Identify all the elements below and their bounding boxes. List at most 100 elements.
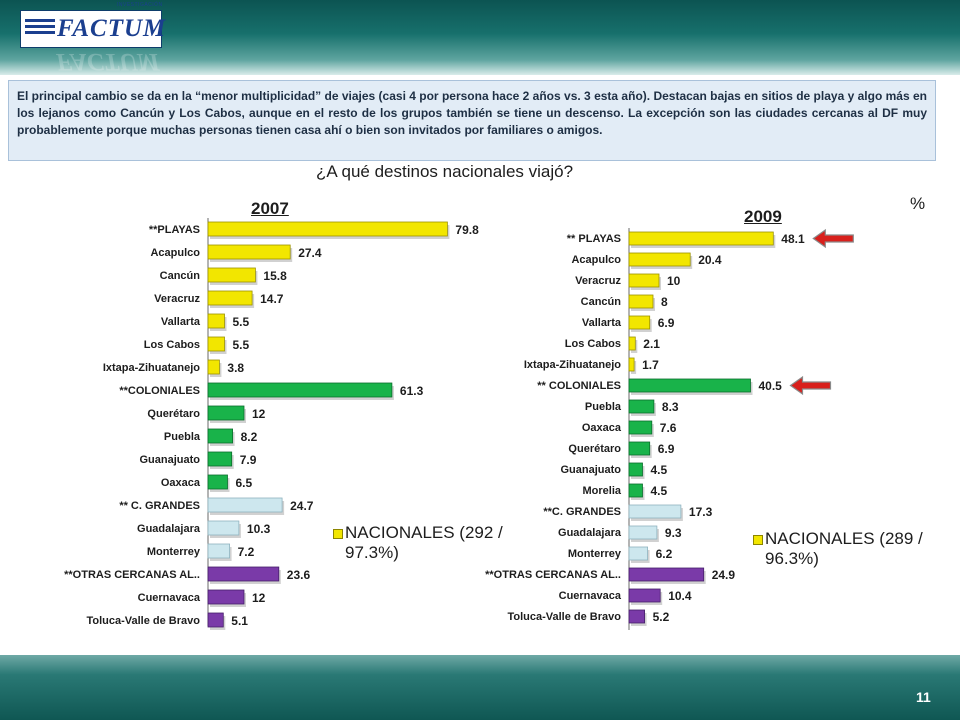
bar — [207, 520, 240, 536]
bar — [628, 399, 655, 414]
category-label: Los Cabos — [565, 338, 621, 350]
category-label: Oaxaca — [582, 422, 622, 434]
value-label: 5.5 — [233, 315, 250, 329]
bar — [628, 231, 774, 246]
value-label: 10 — [667, 274, 681, 288]
category-label: Toluca-Valle de Bravo — [507, 611, 621, 623]
value-label: 4.5 — [651, 484, 668, 498]
summary-callout: El principal cambio se da en la “menor m… — [8, 80, 936, 161]
value-label: 3.8 — [227, 361, 244, 375]
legend-2007: NACIONALES (292 / 97.3%) — [333, 523, 503, 567]
category-label: Cancún — [160, 270, 201, 282]
value-label: 6.9 — [658, 442, 675, 456]
bar — [628, 294, 654, 309]
value-label: 8.3 — [662, 400, 679, 414]
category-label: Puebla — [164, 431, 201, 443]
value-label: 8.2 — [241, 430, 258, 444]
value-label: 4.5 — [651, 463, 668, 477]
bar — [207, 244, 291, 260]
unit-label: % — [910, 194, 926, 213]
bar — [628, 420, 653, 435]
value-label: 12 — [252, 407, 266, 421]
bar — [207, 451, 233, 467]
value-label: 8 — [661, 295, 668, 309]
logo-lines-icon — [25, 19, 55, 41]
value-label: 7.6 — [660, 421, 677, 435]
legend-2009: NACIONALES (289 / 96.3%) — [753, 529, 923, 573]
value-label: 2.1 — [643, 337, 660, 351]
category-label: Guadalajara — [137, 523, 201, 535]
bar — [628, 546, 649, 561]
year-label-2007: 2007 — [251, 199, 289, 218]
page-number: 11 — [916, 689, 931, 705]
category-label: ** C. GRANDES — [119, 500, 200, 512]
bar — [628, 336, 636, 351]
value-label: 40.5 — [759, 379, 783, 393]
bar — [628, 378, 751, 393]
category-label: Toluca-Valle de Bravo — [86, 615, 200, 627]
value-label: 15.8 — [263, 269, 287, 283]
value-label: 24.7 — [290, 499, 314, 513]
category-label: Veracruz — [575, 275, 621, 287]
bar — [628, 504, 682, 519]
legend-swatch — [753, 535, 763, 545]
bar — [628, 588, 661, 603]
bar — [207, 612, 224, 628]
value-label: 24.9 — [712, 568, 736, 582]
bar — [207, 290, 253, 306]
bar — [207, 336, 225, 352]
value-label: 12 — [252, 591, 266, 605]
bar — [628, 441, 651, 456]
bar — [207, 221, 448, 237]
category-label: Monterrey — [568, 548, 622, 560]
value-label: 20.4 — [698, 253, 722, 267]
category-label: ** PLAYAS — [567, 233, 621, 245]
category-label: ** COLONIALES — [537, 380, 621, 392]
footer-band — [0, 655, 960, 720]
value-label: 14.7 — [260, 292, 284, 306]
category-label: Los Cabos — [144, 339, 200, 351]
category-label: Vallarta — [161, 316, 201, 328]
highlight-arrow-icon — [789, 375, 832, 396]
category-label: **OTRAS CERCANAS AL.. — [485, 569, 621, 581]
category-label: Acapulco — [150, 247, 200, 259]
category-label: Guanajuato — [560, 464, 621, 476]
highlight-arrow-icon — [812, 228, 854, 249]
value-label: 5.5 — [233, 338, 250, 352]
bar — [207, 543, 231, 559]
value-label: 6.2 — [656, 547, 673, 561]
category-label: Querétaro — [147, 408, 200, 420]
bar — [628, 357, 635, 372]
bar — [628, 315, 651, 330]
bar — [207, 267, 256, 283]
category-label: Cuernavaca — [559, 590, 622, 602]
value-label: 10.4 — [668, 589, 692, 603]
value-label: 6.5 — [236, 476, 253, 490]
value-label: 6.9 — [658, 316, 675, 330]
category-label: Veracruz — [154, 293, 200, 305]
category-label: **PLAYAS — [149, 224, 200, 236]
value-label: 1.7 — [642, 358, 659, 372]
bar — [207, 359, 220, 375]
category-label: Ixtapa-Zihuatanejo — [103, 362, 200, 374]
legend-text: NACIONALES (289 / 96.3%) — [765, 529, 923, 568]
category-label: Vallarta — [582, 317, 622, 329]
category-label: **COLONIALES — [119, 385, 200, 397]
bar — [207, 566, 280, 582]
logo-text: FACTUM — [57, 15, 167, 42]
value-label: 79.8 — [455, 223, 479, 237]
bar — [207, 589, 245, 605]
bar — [628, 273, 660, 288]
value-label: 7.2 — [238, 545, 255, 559]
bar — [207, 428, 234, 444]
value-label: 7.9 — [240, 453, 257, 467]
value-label: 9.3 — [665, 526, 682, 540]
bar — [207, 313, 225, 329]
bar — [628, 483, 643, 498]
logo-subtext: INVESTIGACIÓN — [117, 2, 163, 8]
legend-text: NACIONALES (292 / 97.3%) — [345, 523, 503, 562]
value-label: 5.1 — [231, 614, 248, 628]
value-label: 17.3 — [689, 505, 713, 519]
bar — [628, 609, 646, 624]
category-label: Guanajuato — [139, 454, 200, 466]
